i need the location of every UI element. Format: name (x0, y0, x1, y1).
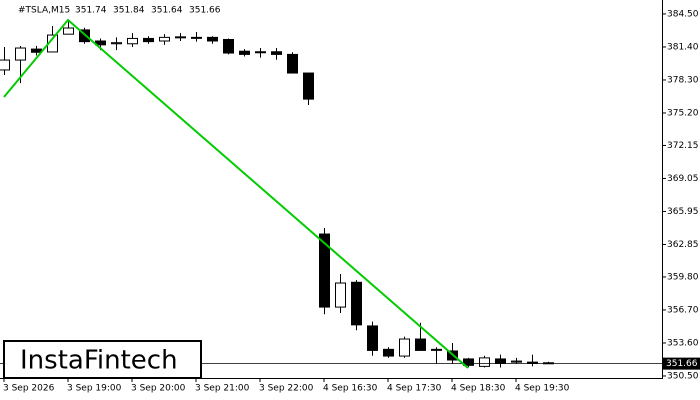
x-tick-label: 3 Sep 22:00 (259, 384, 314, 394)
candle-body (479, 357, 490, 367)
candle-body (383, 348, 394, 357)
x-tick-label: 3 Sep 20:00 (131, 384, 186, 394)
candle-body (511, 360, 522, 363)
y-tick-label: 372.15 (667, 141, 699, 151)
candle-body (31, 48, 42, 53)
candle-body (415, 338, 426, 351)
candle-body (351, 281, 362, 326)
candle-body (223, 39, 234, 54)
candle-body (239, 50, 250, 55)
candle-body (399, 338, 410, 357)
x-tick-label: 4 Sep 17:30 (387, 384, 442, 394)
candle-body (319, 233, 330, 308)
ohlc-close: 351.66 (189, 6, 221, 16)
y-tick-label: 378.30 (667, 75, 699, 85)
y-tick-label: 359.80 (667, 272, 699, 282)
y-tick-label: 362.85 (667, 240, 699, 250)
candle-body (111, 42, 122, 45)
x-tick-label: 3 Sep 21:00 (195, 384, 250, 394)
candle-body (495, 358, 506, 364)
ohlc-open: 351.74 (75, 6, 107, 16)
y-tick-label: 369.05 (667, 174, 699, 184)
y-tick-label: 365.95 (667, 207, 699, 217)
candle-body (335, 282, 346, 308)
candle-body (63, 27, 74, 35)
pattern-line (3, 18, 469, 369)
y-tick-label: 375.20 (667, 108, 699, 118)
y-tick-label: 353.60 (667, 338, 699, 348)
y-tick-label: 384.50 (667, 9, 699, 19)
x-tick-label: 4 Sep 16:30 (323, 384, 378, 394)
candle-body (207, 36, 218, 42)
candle-body (287, 53, 298, 74)
candle-body (15, 47, 26, 61)
y-tick-label: 350.50 (667, 371, 699, 381)
price-label: 351.66 (666, 359, 698, 369)
candle-body (0, 59, 10, 71)
y-tick-label: 381.40 (667, 42, 699, 52)
symbol: #TSLA,M15 (18, 6, 70, 16)
x-tick-label: 4 Sep 18:30 (451, 384, 506, 394)
candle-body (143, 37, 154, 43)
y-tick-label: 356.70 (667, 305, 699, 315)
candle-body (463, 358, 474, 366)
x-tick-label: 3 Sep 19:00 (67, 384, 122, 394)
candle-body (127, 37, 138, 45)
candle-body (255, 51, 266, 54)
x-tick-label: 3 Sep 2026 (3, 384, 55, 394)
ohlc-low: 351.64 (151, 6, 183, 16)
logo-box (3, 340, 202, 379)
candle-body (431, 348, 442, 351)
candle-body (303, 72, 314, 100)
x-tick-label: 4 Sep 19:30 (515, 384, 570, 394)
candle-body (191, 36, 202, 39)
price-label-box (663, 357, 700, 370)
candle-body (271, 51, 282, 55)
candle-body (159, 36, 170, 42)
candle-body (367, 325, 378, 351)
candle-body (175, 36, 186, 39)
candle-body (79, 29, 90, 43)
logo: InstaFintech (20, 346, 178, 376)
candle-body (527, 361, 538, 364)
ohlc-high: 351.84 (113, 6, 145, 16)
